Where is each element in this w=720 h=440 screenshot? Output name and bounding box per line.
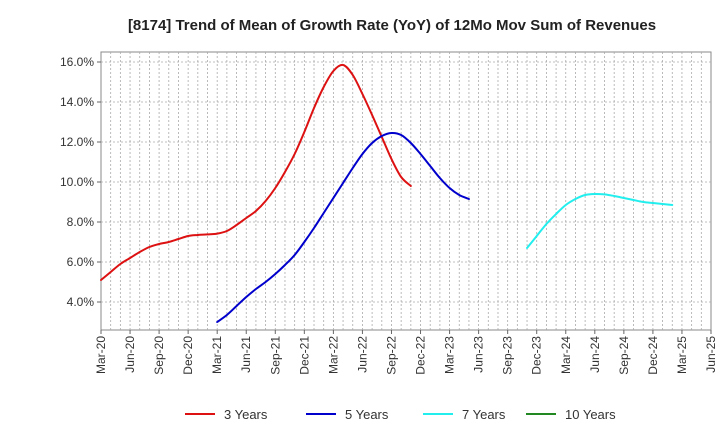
x-tick-label: Mar-20 <box>94 336 108 374</box>
y-tick-label: 10.0% <box>60 175 94 189</box>
x-tick-label: Sep-21 <box>268 336 282 375</box>
x-tick-label: Dec-21 <box>297 336 311 375</box>
series-line-5-years <box>216 131 470 323</box>
x-tick-label: Jun-20 <box>123 336 137 373</box>
x-tick-label: Mar-21 <box>210 336 224 374</box>
plot-area <box>100 51 712 331</box>
x-axis: Mar-20 Jun-20 Sep-20 Dec-20 Mar-21 Jun-21 Sep-… <box>94 330 718 375</box>
legend: 3 Years 5 Years 7 Years 10 Years <box>185 407 616 422</box>
x-tick-label: Jun-25 <box>704 336 718 373</box>
x-tick-label: Mar-24 <box>559 336 573 374</box>
y-tick-label: 12.0% <box>60 135 94 149</box>
x-tick-label: Sep-23 <box>501 336 515 375</box>
x-tick-label: Dec-22 <box>414 336 428 375</box>
x-tick-label: Jun-24 <box>588 336 602 373</box>
y-tick-label: 8.0% <box>67 215 95 229</box>
y-axis: 4.0% 6.0% 8.0% 10.0% 12.0% 14.0% 16.0% <box>60 55 101 309</box>
x-tick-label: Dec-20 <box>181 336 195 375</box>
legend-label-7-years: 7 Years <box>462 407 506 422</box>
x-tick-label: Mar-22 <box>326 336 340 374</box>
x-tick-label: Dec-23 <box>530 336 544 375</box>
y-tick-label: 6.0% <box>67 255 95 269</box>
chart-title: [8174] Trend of Mean of Growth Rate (YoY… <box>128 17 656 34</box>
series-line-7-years <box>526 192 674 249</box>
y-tick-label: 14.0% <box>60 95 94 109</box>
x-tick-label: Jun-21 <box>239 336 253 373</box>
legend-label-10-years: 10 Years <box>565 407 616 422</box>
x-tick-label: Mar-25 <box>675 336 689 374</box>
y-tick-label: 16.0% <box>60 55 94 69</box>
x-tick-label: Jun-23 <box>472 336 486 373</box>
x-tick-label: Mar-23 <box>443 336 457 374</box>
legend-label-5-years: 5 Years <box>345 407 389 422</box>
grid-lines <box>101 52 711 330</box>
series-lines <box>100 63 674 323</box>
x-tick-label: Sep-22 <box>384 336 398 375</box>
x-tick-label: Dec-24 <box>646 336 660 375</box>
x-tick-label: Sep-24 <box>617 336 631 375</box>
x-tick-label: Sep-20 <box>152 336 166 375</box>
y-tick-label: 4.0% <box>67 295 95 309</box>
series-line-3-years <box>100 63 412 281</box>
legend-label-3-years: 3 Years <box>224 407 268 422</box>
x-tick-label: Jun-22 <box>355 336 369 373</box>
